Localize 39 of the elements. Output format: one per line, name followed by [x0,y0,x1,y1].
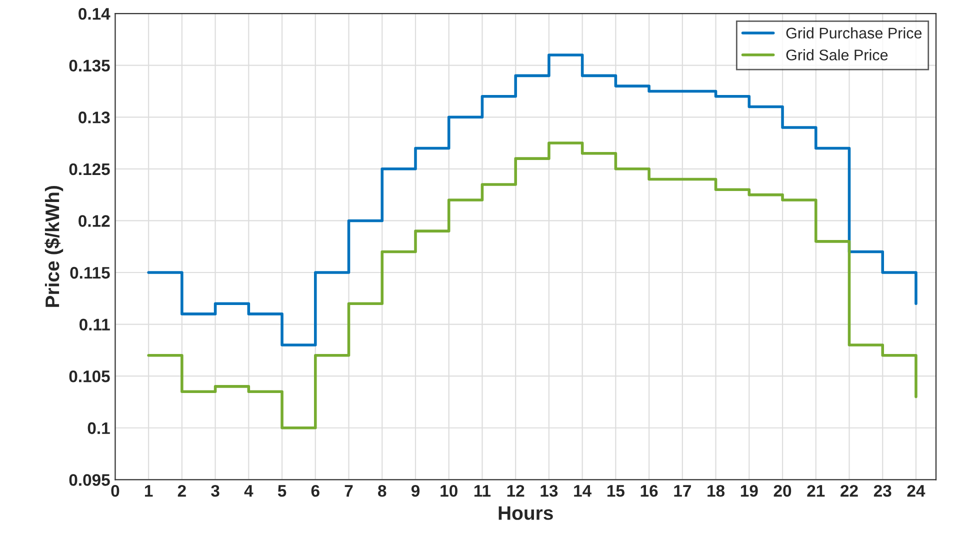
y-tick-label: 0.135 [69,60,110,72]
x-tick-label: 15 [607,485,624,497]
x-tick-label: 3 [211,484,220,497]
x-tick-label: 4 [244,485,254,497]
x-tick-label: 2 [178,484,186,497]
y-tick-label: 0.125 [69,163,110,176]
x-tick-label: 23 [874,484,892,497]
y-tick-label: 0.12 [78,215,110,227]
x-tick-label: 18 [708,484,725,497]
y-tick-label: 0.11 [79,318,110,330]
y-tick-label: 0.105 [69,370,110,382]
legend-label: Grid Sale Price [786,49,888,60]
x-tick-label: 13 [540,484,558,497]
y-tick-label: 0.115 [70,266,110,279]
y-tick-label: 0.13 [78,112,110,124]
x-tick-label: 21 [807,484,825,497]
x-tick-label: 12 [507,484,524,497]
x-tick-label: 20 [774,484,792,497]
x-tick-label: 8 [378,484,386,497]
x-tick-label: 17 [674,485,691,497]
x-tick-label: 5 [278,485,286,497]
x-tick-label: 10 [440,484,458,497]
legend-label: Grid Purchase Price [786,27,922,39]
x-tick-label: 7 [344,485,353,497]
x-tick-label: 14 [574,485,592,497]
x-tick-label: 11 [474,485,491,497]
x-tick-label: 19 [740,484,758,497]
y-tick-label: 0.14 [78,8,110,20]
x-tick-label: 6 [311,484,320,497]
x-tick-label: 0 [111,484,120,497]
x-tick-label: 22 [840,484,858,497]
x-tick-label: 24 [907,484,926,497]
x-tick-label: 1 [144,485,153,497]
y-tick-label: 0.1 [88,422,110,434]
x-tick-label: 16 [640,484,658,497]
x-axis-title: Hours [498,506,553,520]
x-tick-label: 9 [411,484,420,497]
y-tick-label: 0.095 [69,474,110,486]
y-axis-title: Price ($/kWh) [44,186,64,307]
